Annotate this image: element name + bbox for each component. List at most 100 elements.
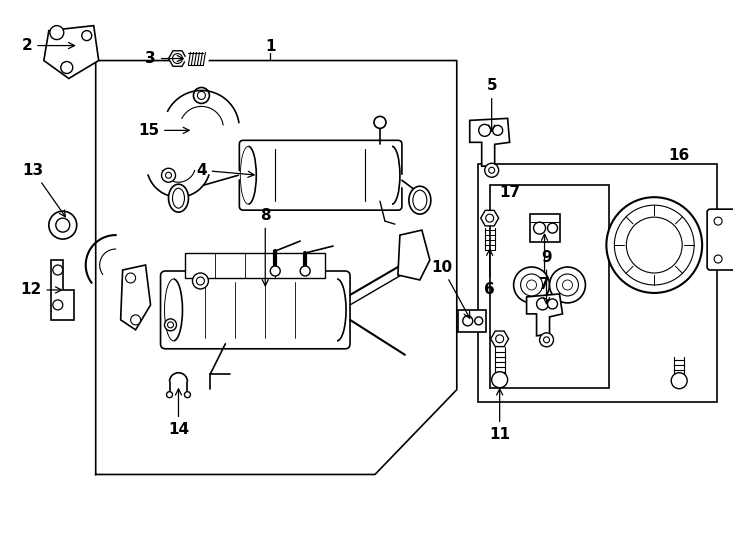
Text: 11: 11 [489, 389, 510, 442]
Polygon shape [167, 181, 174, 196]
Circle shape [270, 266, 280, 276]
Circle shape [556, 274, 578, 296]
Polygon shape [173, 182, 177, 197]
Polygon shape [150, 173, 164, 181]
Ellipse shape [413, 190, 427, 210]
Bar [458, 310, 486, 332]
Polygon shape [216, 99, 228, 113]
Polygon shape [214, 97, 224, 111]
Polygon shape [152, 174, 165, 184]
Circle shape [526, 280, 537, 290]
Text: 14: 14 [168, 389, 189, 437]
Circle shape [493, 125, 503, 136]
Circle shape [53, 300, 63, 310]
Polygon shape [156, 177, 167, 189]
Polygon shape [164, 180, 172, 194]
Circle shape [562, 280, 573, 290]
Circle shape [126, 273, 136, 283]
Circle shape [495, 335, 504, 343]
Text: 6: 6 [484, 249, 495, 298]
Polygon shape [173, 102, 186, 114]
Polygon shape [217, 101, 230, 113]
Bar [490, 185, 609, 388]
Circle shape [197, 91, 206, 99]
Circle shape [49, 211, 77, 239]
Polygon shape [204, 91, 208, 107]
Polygon shape [203, 91, 206, 106]
Polygon shape [178, 97, 189, 111]
Polygon shape [194, 91, 198, 107]
Bar [186, 253, 325, 278]
Polygon shape [171, 182, 175, 197]
Polygon shape [219, 105, 233, 116]
Circle shape [614, 205, 694, 285]
Polygon shape [223, 120, 239, 125]
Circle shape [197, 277, 205, 285]
Text: 9: 9 [541, 249, 552, 303]
Circle shape [81, 31, 92, 40]
Text: 8: 8 [260, 208, 271, 286]
Polygon shape [197, 91, 200, 106]
Circle shape [626, 217, 682, 273]
Polygon shape [211, 94, 220, 109]
Text: 15: 15 [138, 123, 189, 138]
Polygon shape [210, 93, 218, 109]
Circle shape [53, 265, 63, 275]
Polygon shape [207, 92, 214, 107]
Polygon shape [206, 91, 211, 107]
Circle shape [714, 217, 722, 225]
Polygon shape [222, 116, 238, 122]
Bar [529, 214, 559, 242]
Polygon shape [199, 91, 201, 106]
Text: 5: 5 [487, 78, 497, 131]
Ellipse shape [409, 186, 431, 214]
Polygon shape [160, 179, 170, 193]
Circle shape [550, 267, 586, 303]
Circle shape [484, 163, 498, 177]
Polygon shape [185, 93, 193, 109]
Circle shape [537, 298, 548, 310]
Polygon shape [212, 96, 222, 110]
Polygon shape [172, 103, 185, 115]
Circle shape [492, 372, 508, 388]
FancyBboxPatch shape [239, 140, 402, 210]
Ellipse shape [169, 184, 189, 212]
Circle shape [548, 223, 558, 233]
Polygon shape [184, 181, 189, 196]
Polygon shape [192, 176, 204, 186]
Circle shape [544, 337, 550, 343]
Polygon shape [167, 109, 183, 118]
Polygon shape [222, 113, 237, 121]
Polygon shape [154, 176, 167, 187]
Polygon shape [187, 179, 197, 193]
Circle shape [167, 322, 173, 328]
Polygon shape [175, 100, 187, 113]
Polygon shape [181, 182, 186, 197]
Circle shape [194, 87, 209, 104]
Polygon shape [194, 172, 208, 179]
Polygon shape [148, 171, 163, 177]
Polygon shape [44, 25, 98, 78]
Circle shape [300, 266, 310, 276]
Circle shape [475, 317, 483, 325]
Polygon shape [187, 92, 195, 108]
Text: 3: 3 [145, 51, 184, 66]
Polygon shape [195, 171, 209, 177]
Circle shape [164, 319, 176, 331]
Text: 1: 1 [265, 39, 275, 54]
Circle shape [131, 315, 141, 325]
Polygon shape [159, 179, 169, 191]
Text: 17: 17 [499, 185, 520, 200]
Circle shape [520, 274, 542, 296]
Circle shape [479, 124, 491, 136]
Circle shape [539, 333, 553, 347]
Polygon shape [162, 180, 170, 193]
FancyBboxPatch shape [161, 271, 350, 349]
Polygon shape [183, 94, 192, 109]
Circle shape [61, 62, 73, 73]
Circle shape [714, 255, 722, 263]
Polygon shape [169, 107, 184, 117]
Circle shape [167, 392, 172, 397]
Text: 10: 10 [432, 260, 470, 318]
Text: 13: 13 [22, 163, 65, 217]
